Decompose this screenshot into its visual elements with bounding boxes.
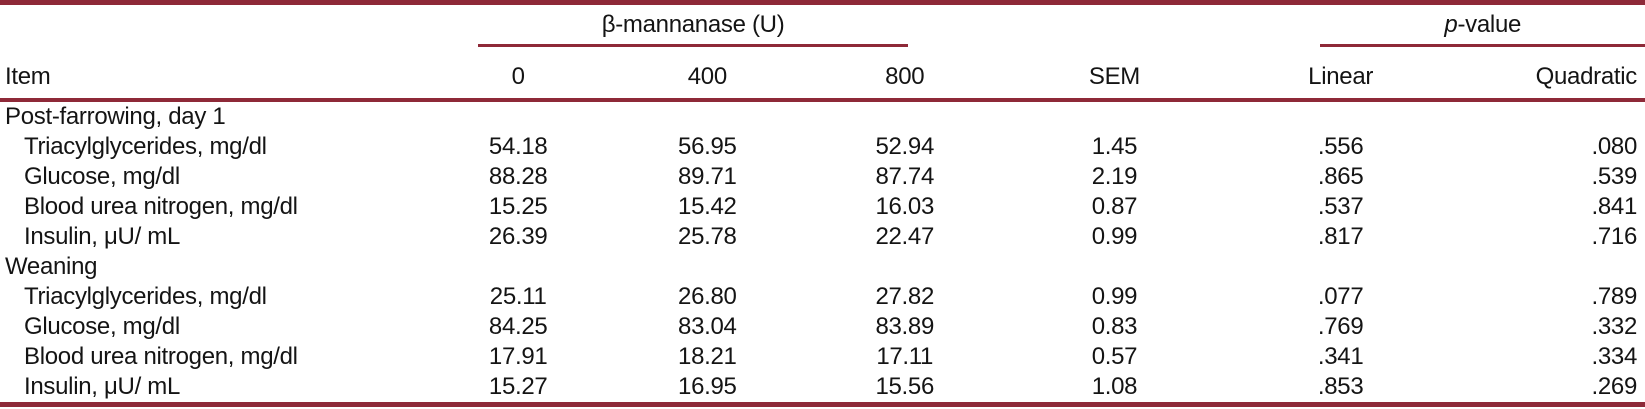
row-item-label: Glucose, mg/dl <box>24 313 180 340</box>
value-cell: 52.94 <box>875 133 934 160</box>
table-row: Blood urea nitrogen, mg/dl 17.91 18.21 17.1… <box>0 342 1645 372</box>
table-body: Post-farrowing, day 1 Triacylglycerides, … <box>0 100 1645 405</box>
column-header-0: 0 <box>511 63 525 90</box>
spanner-row: β-mannanase (U) p-value <box>0 3 1645 48</box>
table-row: Glucose, mg/dl 88.28 89.71 87.74 2.19 .865 .53… <box>0 162 1645 192</box>
value-cell: 1.45 <box>1091 133 1138 160</box>
value-cell: 83.89 <box>875 313 934 340</box>
value-cell: 25.11 <box>489 283 547 310</box>
value-cell: 54.18 <box>488 133 548 160</box>
value-cell: 16.95 <box>678 373 737 400</box>
row-item-label: Triacylglycerides, mg/dl <box>24 283 267 310</box>
table-row: Triacylglycerides, mg/dl 54.18 56.95 52.94 1… <box>0 132 1645 162</box>
value-cell: .769 <box>1317 313 1364 340</box>
column-header-400: 400 <box>687 63 727 90</box>
value-cell: .865 <box>1317 163 1364 190</box>
spanner-beta-label: β-mannanase (U) <box>477 11 909 47</box>
value-cell: .789 <box>1591 283 1637 310</box>
value-cell: 0.99 <box>1091 223 1138 250</box>
spanner-p-value: p-value <box>1225 3 1645 47</box>
value-cell: .269 <box>1591 373 1637 400</box>
table-header: β-mannanase (U) p-value Item 0 400 800 S… <box>0 3 1645 100</box>
column-header-row: Item 0 400 800 SEM Linear Quadratic <box>0 47 1645 100</box>
column-header-sem: SEM <box>1088 63 1140 90</box>
value-cell: 15.25 <box>488 193 548 220</box>
value-cell: 15.42 <box>678 193 737 220</box>
spanner-pvalue-label: p-value <box>1320 11 1645 47</box>
value-cell: 2.19 <box>1091 163 1138 190</box>
value-cell: 0.99 <box>1091 283 1138 310</box>
row-item-label: Insulin, μU/ mL <box>24 373 181 400</box>
pvalue-italic-p: p <box>1444 11 1458 38</box>
section-row: Weaning <box>0 252 1645 282</box>
value-cell: 16.03 <box>875 193 934 220</box>
value-cell: 26.39 <box>488 223 548 250</box>
row-item-label: Glucose, mg/dl <box>24 163 180 190</box>
row-item-label: Insulin, μU/ mL <box>24 223 181 250</box>
value-cell: .332 <box>1591 313 1637 340</box>
row-item-label: Blood urea nitrogen, mg/dl <box>24 343 298 370</box>
value-cell: .853 <box>1317 373 1364 400</box>
value-cell: 25.78 <box>678 223 737 250</box>
pvalue-suffix: -value <box>1457 11 1522 38</box>
value-cell: 88.28 <box>488 163 548 190</box>
value-cell: 84.25 <box>488 313 548 340</box>
value-cell: 56.95 <box>678 133 737 160</box>
value-cell: .556 <box>1317 133 1364 160</box>
column-header-item: Item <box>5 63 51 90</box>
value-cell: .539 <box>1591 163 1637 190</box>
value-cell: 0.87 <box>1091 193 1138 220</box>
value-cell: .716 <box>1591 223 1637 250</box>
column-header-linear: Linear <box>1308 63 1374 90</box>
value-cell: 89.71 <box>678 163 737 190</box>
spanner-spacer-sem <box>1003 3 1225 48</box>
row-item-label: Blood urea nitrogen, mg/dl <box>24 193 298 220</box>
value-cell: 83.04 <box>678 313 737 340</box>
value-cell: .537 <box>1317 193 1364 220</box>
table-row: Triacylglycerides, mg/dl 25.11 26.80 27.82 0… <box>0 282 1645 312</box>
value-cell: 17.91 <box>488 343 548 370</box>
row-item-label: Triacylglycerides, mg/dl <box>24 133 267 160</box>
spanner-beta-mannanase: β-mannanase (U) <box>428 3 1004 47</box>
value-cell: 26.80 <box>678 283 737 310</box>
value-cell: .080 <box>1591 133 1637 160</box>
spanner-spacer-item <box>0 3 428 48</box>
value-cell: 27.82 <box>875 283 934 310</box>
table-row: Blood urea nitrogen, mg/dl 15.25 15.42 16.0… <box>0 192 1645 222</box>
section-label: Weaning <box>5 253 98 280</box>
column-header-quadratic: Quadratic <box>1535 63 1638 90</box>
table-row: Insulin, μU/ mL 26.39 25.78 22.47 0.99 .817 .7… <box>0 222 1645 252</box>
value-cell: 15.56 <box>875 373 934 400</box>
value-cell: .077 <box>1317 283 1364 310</box>
value-cell: .817 <box>1317 223 1364 250</box>
value-cell: 15.27 <box>488 373 548 400</box>
value-cell: 0.57 <box>1091 343 1138 370</box>
value-cell: 1.08 <box>1091 373 1138 400</box>
value-cell: 87.74 <box>875 163 934 190</box>
value-cell: 17.11 <box>876 343 934 370</box>
column-header-800: 800 <box>885 63 925 90</box>
value-cell: 18.21 <box>678 343 737 370</box>
value-cell: 22.47 <box>875 223 934 250</box>
table-row: Glucose, mg/dl 84.25 83.04 83.89 0.83 .769 .33… <box>0 312 1645 342</box>
section-label: Post-farrowing, day 1 <box>5 103 226 130</box>
value-cell: .334 <box>1591 343 1637 370</box>
section-row: Post-farrowing, day 1 <box>0 100 1645 132</box>
value-cell: 0.83 <box>1091 313 1138 340</box>
table-row: Insulin, μU/ mL 15.27 16.95 15.56 1.08 .853 .2… <box>0 372 1645 405</box>
value-cell: .341 <box>1317 343 1364 370</box>
value-cell: .841 <box>1591 193 1637 220</box>
